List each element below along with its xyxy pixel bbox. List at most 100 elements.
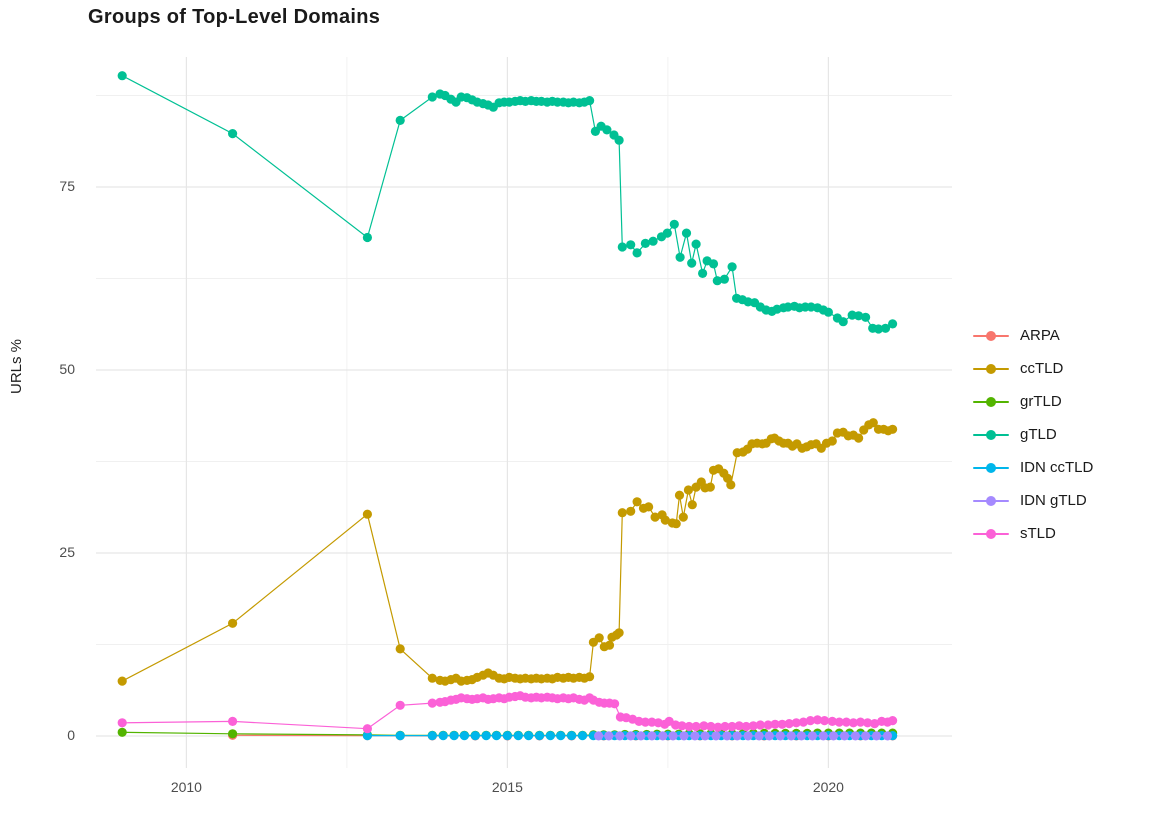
data-point bbox=[677, 721, 687, 731]
legend-key-dot bbox=[986, 429, 996, 440]
y-tick-label: 50 bbox=[59, 361, 75, 377]
data-point bbox=[818, 731, 828, 741]
legend-key-dot bbox=[986, 462, 996, 473]
y-tick-label: 0 bbox=[67, 727, 75, 743]
data-point bbox=[807, 731, 818, 741]
data-point bbox=[687, 258, 697, 268]
data-point bbox=[839, 731, 850, 741]
data-point bbox=[658, 731, 668, 741]
data-point bbox=[678, 512, 688, 522]
data-point bbox=[395, 731, 405, 741]
data-point bbox=[117, 71, 127, 81]
legend-label: ccTLD bbox=[1020, 360, 1064, 377]
data-point bbox=[841, 717, 852, 727]
data-point bbox=[668, 731, 678, 741]
data-point bbox=[798, 717, 809, 727]
x-tick-label: 2020 bbox=[812, 779, 844, 795]
y-tick-label: 25 bbox=[59, 544, 75, 560]
legend-item-arpa: ARPA bbox=[973, 319, 1093, 352]
data-point bbox=[720, 721, 730, 732]
data-point bbox=[734, 721, 744, 731]
data-point bbox=[796, 731, 807, 741]
data-point bbox=[698, 268, 708, 278]
data-point bbox=[427, 92, 437, 102]
data-point bbox=[362, 724, 372, 734]
data-point bbox=[362, 509, 372, 519]
data-point bbox=[671, 519, 681, 529]
data-point bbox=[650, 512, 660, 522]
data-point bbox=[690, 731, 700, 741]
data-point bbox=[640, 717, 651, 727]
data-point bbox=[888, 424, 898, 434]
data-point bbox=[819, 716, 830, 726]
y-tick-label: 75 bbox=[59, 178, 75, 194]
data-point bbox=[880, 323, 891, 333]
data-point bbox=[427, 731, 437, 741]
data-point bbox=[727, 721, 737, 732]
data-point bbox=[827, 716, 837, 727]
data-point bbox=[594, 731, 604, 741]
data-point bbox=[362, 731, 372, 741]
legend-key-icon bbox=[973, 362, 1009, 376]
legend-key-icon bbox=[973, 527, 1009, 541]
data-point bbox=[117, 676, 127, 686]
data-point bbox=[850, 731, 861, 741]
legend-label: gTLD bbox=[1020, 426, 1057, 443]
data-point bbox=[577, 731, 588, 741]
data-point bbox=[604, 731, 614, 741]
data-point bbox=[491, 731, 502, 741]
data-point bbox=[228, 716, 238, 727]
data-point bbox=[748, 721, 758, 731]
legend-item-idn-cctld: IDN ccTLD bbox=[973, 451, 1093, 484]
legend-item-stld: sTLD bbox=[973, 517, 1093, 550]
data-point bbox=[636, 731, 646, 741]
data-point bbox=[534, 731, 545, 741]
legend-item-cctld: ccTLD bbox=[973, 352, 1093, 385]
data-point bbox=[854, 311, 864, 321]
data-point bbox=[681, 228, 692, 238]
data-point bbox=[770, 719, 780, 729]
data-point bbox=[863, 718, 873, 728]
data-point bbox=[626, 240, 636, 250]
data-point bbox=[726, 480, 736, 490]
data-point bbox=[617, 508, 627, 518]
legend-key-dot bbox=[986, 363, 996, 374]
x-tick-label: 2015 bbox=[491, 779, 523, 795]
data-point bbox=[684, 721, 694, 732]
legend-key-icon bbox=[973, 461, 1009, 475]
data-point bbox=[855, 717, 866, 727]
data-point bbox=[791, 718, 801, 728]
data-point bbox=[888, 319, 898, 329]
data-point bbox=[706, 721, 716, 732]
data-point bbox=[870, 719, 880, 729]
data-point bbox=[755, 720, 765, 730]
data-point bbox=[674, 490, 685, 500]
data-point bbox=[459, 731, 469, 741]
data-point bbox=[228, 729, 238, 739]
data-point bbox=[470, 731, 480, 741]
data-point bbox=[732, 731, 742, 741]
data-point bbox=[117, 718, 127, 728]
data-point bbox=[775, 731, 785, 741]
data-point bbox=[848, 718, 859, 728]
data-point bbox=[228, 129, 238, 139]
data-point bbox=[502, 731, 512, 741]
data-point bbox=[882, 731, 893, 741]
data-point bbox=[719, 274, 730, 284]
data-point bbox=[675, 252, 685, 262]
data-point bbox=[708, 259, 719, 269]
data-point bbox=[691, 721, 701, 732]
data-point bbox=[777, 719, 787, 729]
data-point bbox=[823, 307, 834, 317]
data-point bbox=[660, 515, 670, 525]
data-point bbox=[117, 727, 127, 737]
data-point bbox=[784, 719, 794, 729]
data-point bbox=[644, 502, 654, 512]
data-point bbox=[632, 248, 642, 258]
legend-label: ARPA bbox=[1020, 327, 1060, 344]
data-point bbox=[687, 500, 697, 510]
data-point bbox=[828, 731, 839, 741]
series-stld bbox=[117, 691, 898, 734]
